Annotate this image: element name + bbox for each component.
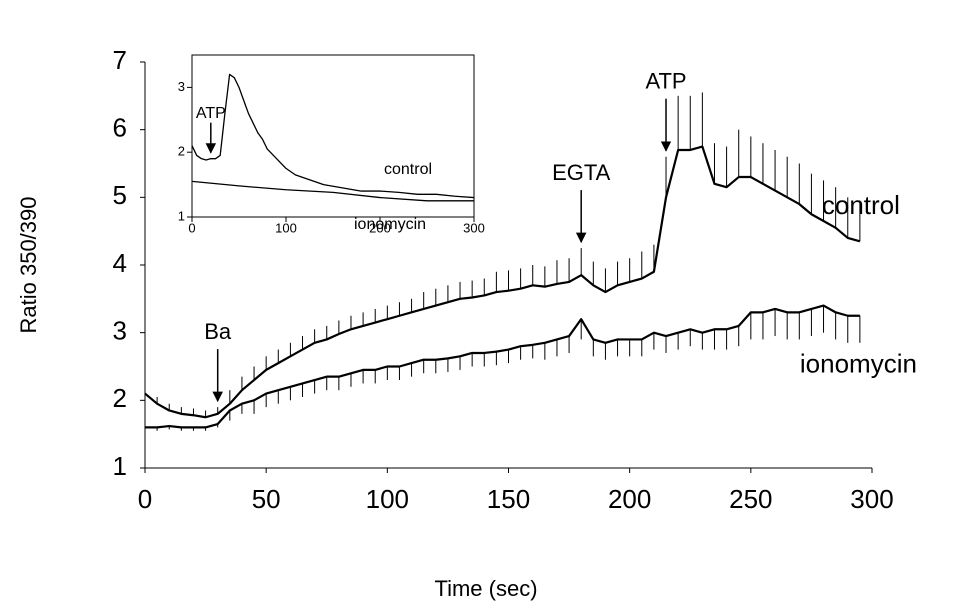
y-tick-label: 2 [178,144,185,159]
x-tick-label: 200 [369,220,391,235]
y-tick-label: 2 [113,383,127,413]
x-tick-label: 250 [729,484,772,514]
data-line [191,73,475,199]
data-line [144,145,861,419]
data-line [145,304,860,429]
x-tick-label: 300 [463,220,485,235]
y-tick-label: 3 [178,79,185,94]
series-label: control [822,190,900,220]
x-axis-label: Time (sec) [434,576,537,601]
series-label: ionomycin [800,349,917,379]
annotation: ATP [196,105,226,122]
annotation: Ba [204,319,232,344]
x-tick-label: 150 [487,484,530,514]
annotation: EGTA [552,160,611,185]
y-tick-label: 1 [178,208,185,223]
x-tick-label: 50 [252,484,281,514]
y-axis-label: Ratio 350/390 [16,197,41,334]
x-tick-label: 0 [138,484,152,514]
series-label: control [384,161,432,178]
x-tick-label: 100 [275,220,297,235]
data-line [191,180,474,202]
inset-frame [191,54,475,218]
y-tick-label: 5 [113,180,127,210]
y-tick-label: 6 [113,113,127,143]
x-tick-label: 300 [850,484,893,514]
y-tick-label: 1 [113,451,127,481]
y-tick-label: 3 [113,316,127,346]
y-tick-label: 4 [113,248,127,278]
y-tick-label: 7 [113,45,127,75]
x-tick-label: 100 [366,484,409,514]
annotation: ATP [645,69,686,94]
x-tick-label: 200 [608,484,651,514]
x-tick-label: 0 [188,220,195,235]
series-label: ionomycin [354,216,426,233]
